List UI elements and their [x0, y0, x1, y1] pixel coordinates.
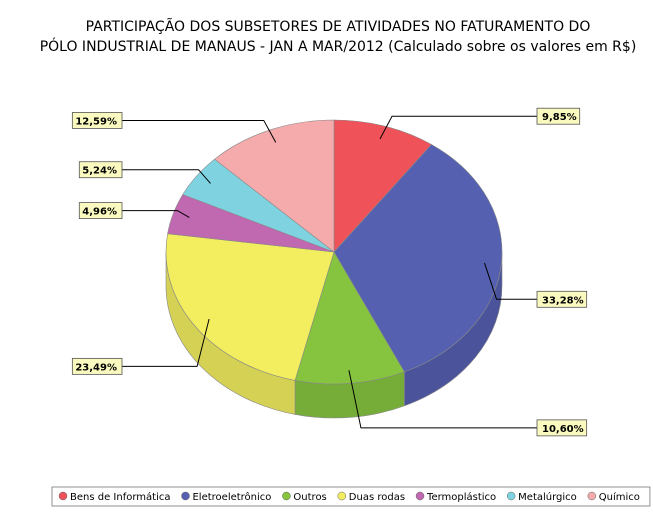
chart-title: PÓLO INDUSTRIAL DE MANAUS - JAN A MAR/20…	[40, 37, 637, 55]
value-label-box	[78, 202, 123, 219]
slice	[333, 144, 503, 373]
legend-marker	[181, 491, 190, 501]
value-label-box	[78, 161, 123, 179]
chart-title: PARTICIPAÇÃO DOS SUBSETORES DE ATIVIDADE…	[86, 18, 591, 35]
leader-line	[122, 169, 211, 184]
value-label: 10,60%	[542, 424, 584, 435]
legend-label: Eletroeletrônico	[192, 491, 271, 503]
legend-marker	[58, 491, 68, 501]
leader-line	[348, 370, 537, 429]
legend-marker	[506, 491, 516, 501]
value-labels: 9,85% 33,28% 10,60% 23,49% 4,96% 5,24% 12,59%	[71, 107, 588, 437]
slice	[294, 251, 405, 385]
value-label: 33,28%	[542, 295, 584, 306]
value-label-box	[71, 357, 123, 375]
leader-line	[122, 119, 277, 143]
legend-label: Químico	[599, 491, 640, 503]
legend-marker	[282, 491, 291, 501]
legend-marker	[337, 491, 347, 501]
slice	[165, 233, 335, 381]
value-label-box	[536, 290, 588, 308]
legend-label: Bens de Informática	[70, 491, 170, 503]
value-label-box	[536, 107, 581, 125]
value-label: 4,96%	[82, 207, 117, 218]
leader-line	[379, 115, 537, 140]
legend-label: Termoplástico	[426, 491, 496, 503]
leader-line	[484, 262, 537, 300]
leader-line	[122, 318, 210, 367]
slice	[333, 119, 432, 253]
leader-line	[122, 210, 190, 218]
value-label: 12,59%	[75, 116, 117, 127]
value-label: 9,85%	[542, 112, 577, 123]
legend: Bens de Informática Eletroeletrônico Outro…	[51, 486, 651, 507]
pie	[165, 119, 503, 419]
legend-label: Outros	[293, 492, 326, 503]
legend-box	[51, 486, 651, 507]
legend-marker	[587, 491, 597, 501]
value-label-box	[536, 419, 588, 437]
value-label: 5,24%	[82, 166, 117, 177]
value-label-box	[71, 112, 123, 129]
legend-label: Duas rodas	[349, 492, 405, 503]
legend-marker	[415, 491, 425, 501]
value-label: 23,49%	[75, 362, 117, 373]
legend-label: Metalúrgico	[518, 491, 577, 503]
